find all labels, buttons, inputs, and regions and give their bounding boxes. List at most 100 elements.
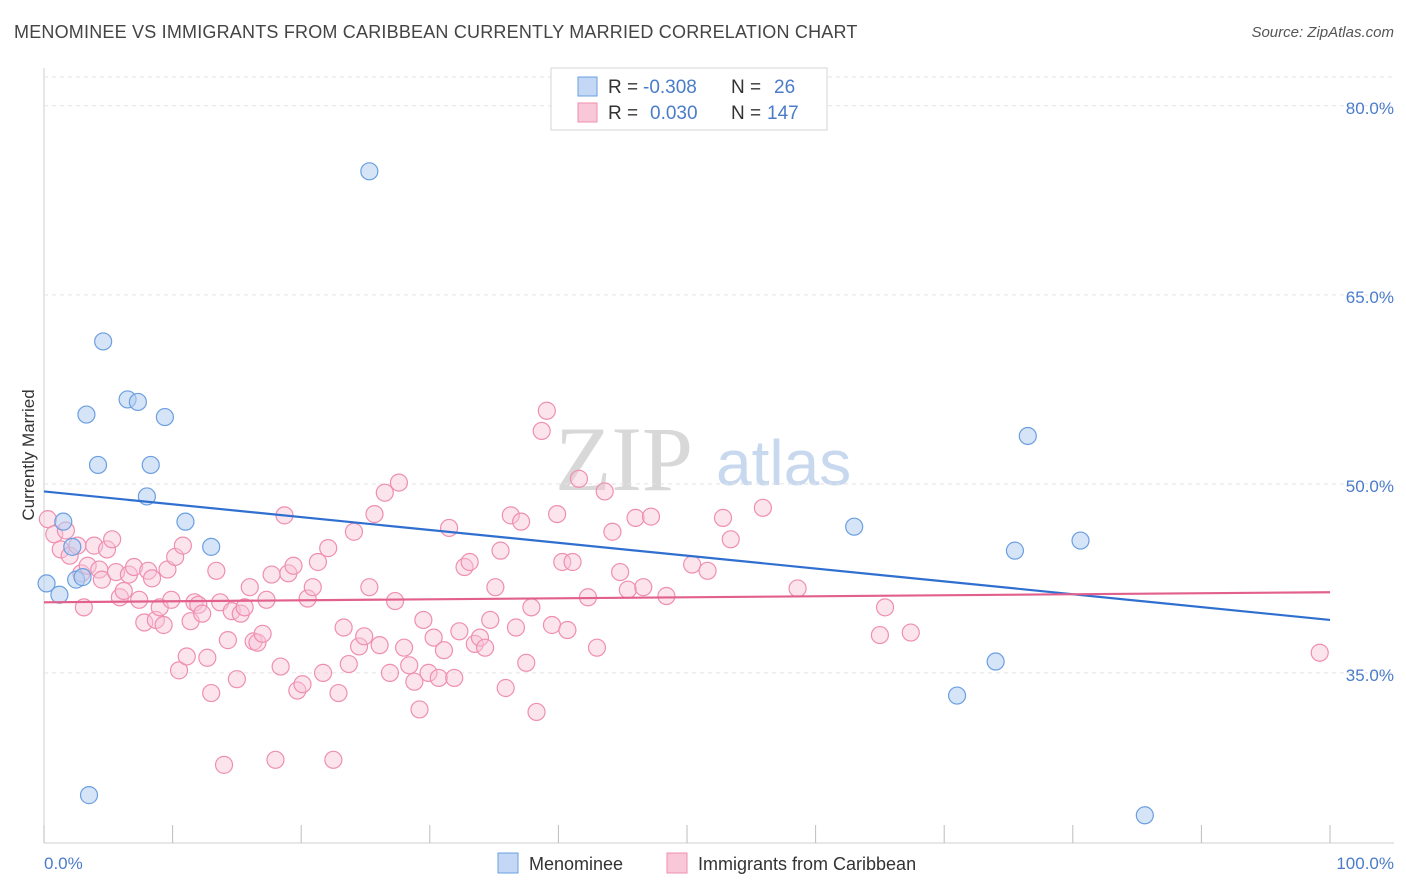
caribbean-point-41	[218, 631, 237, 650]
caribbean-point-81	[410, 700, 429, 719]
caribbean-point-43	[227, 670, 246, 689]
bottom-legend-swatch-menominee	[497, 852, 519, 874]
caribbean-point-117	[611, 562, 630, 582]
caribbean-point-22	[142, 569, 162, 588]
caribbean-point-97	[491, 541, 510, 560]
caribbean-point-11	[92, 570, 111, 589]
y-tick-label-35: 35.0%	[1346, 666, 1394, 685]
menominee-points	[37, 162, 1154, 825]
caribbean-points	[38, 401, 1329, 774]
menominee-point-2	[54, 512, 73, 531]
caribbean-point-132	[1310, 643, 1329, 662]
caribbean-point-110	[558, 620, 577, 640]
caribbean-point-16	[114, 581, 133, 601]
caribbean-point-77	[389, 473, 409, 492]
caribbean-point-65	[329, 683, 348, 703]
caribbean-point-108	[548, 504, 567, 524]
caribbean-point-84	[424, 628, 443, 647]
caribbean-point-119	[626, 508, 645, 527]
caribbean-point-20	[135, 613, 154, 632]
bottom-legend-caribbean: Immigrants from Caribbean	[698, 854, 916, 874]
y-tick-label-65: 65.0%	[1346, 288, 1394, 307]
caribbean-point-123	[683, 555, 702, 574]
caribbean-point-1	[45, 525, 64, 544]
caribbean-point-74	[375, 483, 394, 502]
caribbean-point-100	[506, 618, 526, 637]
caribbean-point-86	[434, 641, 454, 660]
caribbean-point-80	[405, 672, 424, 691]
menominee-point-19	[947, 686, 967, 705]
caribbean-point-12	[97, 540, 117, 559]
menominee-point-3	[63, 537, 82, 556]
caribbean-point-38	[207, 561, 226, 580]
menominee-point-7	[79, 786, 99, 805]
menominee-trend-line	[43, 490, 1331, 622]
menominee-point-24	[1135, 806, 1154, 825]
caribbean-point-82	[414, 610, 433, 630]
legend-swatch-menominee	[577, 76, 598, 97]
caribbean-point-67	[339, 654, 358, 674]
caribbean-point-76	[385, 591, 405, 611]
caribbean-point-31	[177, 647, 196, 666]
caribbean-point-104	[527, 702, 546, 722]
caribbean-point-61	[308, 552, 328, 572]
menominee-point-18	[845, 517, 864, 536]
source-label: Source: ZipAtlas.com	[1251, 24, 1394, 41]
caribbean-trend-line	[43, 591, 1331, 604]
x-tick-label-min: 0.0%	[44, 854, 83, 873]
menominee-point-11	[128, 392, 147, 412]
caribbean-point-116	[603, 522, 622, 541]
caribbean-point-52	[266, 750, 285, 769]
caribbean-point-91	[460, 552, 479, 572]
caribbean-point-70	[355, 627, 374, 646]
y-axis-title: Currently Married	[19, 389, 38, 520]
caribbean-point-85	[429, 668, 448, 688]
caribbean-point-127	[753, 498, 772, 517]
caribbean-point-96	[486, 578, 505, 597]
legend-r-value-2: 0.030	[650, 103, 698, 124]
caribbean-point-29	[169, 661, 189, 680]
caribbean-point-122	[657, 586, 676, 606]
menominee-point-5	[73, 568, 92, 587]
caribbean-point-114	[587, 638, 607, 657]
watermark-atlas: atlas	[716, 427, 851, 499]
caribbean-point-60	[303, 578, 322, 597]
caribbean-point-13	[103, 530, 122, 549]
caribbean-point-129	[870, 625, 890, 645]
menominee-point-15	[176, 512, 195, 531]
caribbean-point-126	[721, 530, 740, 549]
legend-n-value-1: 26	[774, 77, 795, 98]
legend-r-label-1: R =	[608, 77, 638, 98]
caribbean-point-48	[248, 633, 267, 652]
caribbean-point-18	[124, 557, 144, 577]
caribbean-point-125	[713, 508, 733, 527]
caribbean-point-27	[162, 590, 181, 609]
caribbean-point-0	[38, 510, 57, 529]
legend-r-label-2: R =	[608, 103, 638, 124]
caribbean-point-105	[532, 421, 551, 441]
caribbean-point-128	[788, 579, 807, 598]
legend-n-value-2: 147	[767, 103, 799, 124]
menominee-point-23	[1071, 531, 1090, 550]
menominee-point-8	[88, 455, 108, 475]
caribbean-point-69	[349, 637, 369, 656]
caribbean-point-88	[445, 668, 464, 688]
menominee-point-14	[155, 407, 174, 427]
caribbean-point-53	[271, 657, 290, 676]
caribbean-point-90	[455, 557, 474, 577]
caribbean-point-83	[419, 663, 438, 682]
chart-title: MENOMINEE VS IMMIGRANTS FROM CARIBBEAN C…	[14, 22, 858, 42]
caribbean-point-63	[319, 539, 338, 558]
caribbean-point-106	[537, 401, 556, 420]
caribbean-point-59	[298, 589, 317, 608]
caribbean-point-75	[380, 663, 400, 682]
caribbean-point-98	[496, 678, 515, 698]
caribbean-point-89	[450, 622, 469, 641]
caribbean-point-131	[901, 623, 920, 642]
bottom-legend-swatch-caribbean	[666, 852, 688, 874]
y-tick-label-50: 50.0%	[1346, 477, 1394, 496]
caribbean-point-72	[365, 504, 384, 524]
x-tick-label-max: 100.0%	[1336, 854, 1394, 873]
caribbean-point-109	[553, 552, 572, 572]
